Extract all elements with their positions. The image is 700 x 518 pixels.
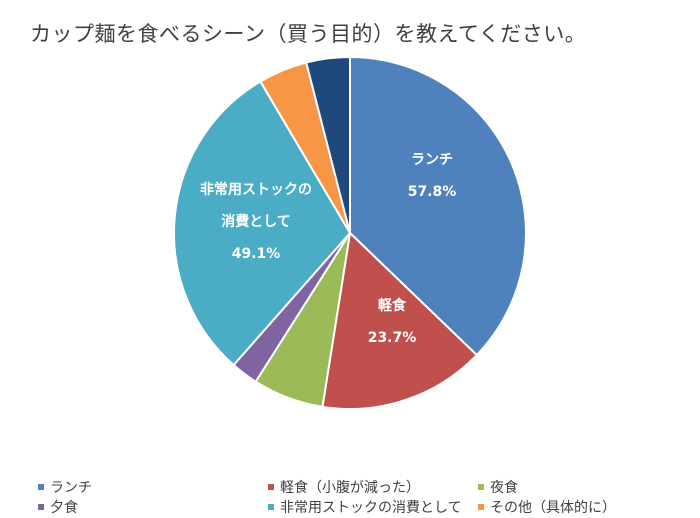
legend-item-lunch: ランチ [38, 478, 268, 496]
legend-item-snack: 軽食（小腹が減った） [268, 478, 478, 496]
pie-slice [349, 55, 527, 357]
chart-title: カップ麺を食べるシーン（買う目的）を教えてください。 [30, 22, 587, 46]
legend-item-other: その他（具体的に） [478, 498, 678, 516]
legend-swatch [268, 484, 274, 490]
legend-swatch [268, 504, 274, 510]
legend-swatch [38, 504, 44, 510]
slice-data-label: 消費として [221, 213, 291, 230]
legend-label: ランチ [50, 480, 92, 496]
legend-item-emergency-stock: 非常用ストックの消費として [268, 498, 478, 516]
slice-data-label: 23.7% [368, 330, 417, 346]
slice-data-label: 49.1% [232, 246, 281, 262]
legend-label: 夜食 [490, 480, 518, 496]
slice-data-label: 軽食 [378, 297, 407, 314]
slice-data-label: 非常用ストックの [200, 181, 312, 198]
pie-chart: ランチ 57.8% 軽食 23.7% 非常用ストックの消費として 49.1% [173, 55, 527, 410]
pie-slice [305, 55, 351, 234]
legend-label: 非常用ストックの消費として [280, 500, 462, 516]
legend-label: 夕食 [50, 500, 78, 516]
slice-data-label: ランチ [411, 152, 453, 168]
legend-swatch [478, 504, 484, 510]
legend-swatch [478, 484, 484, 490]
pie-slice [321, 230, 479, 410]
legend: ランチ 軽食（小腹が減った） 夜食 夕食 非常用ストックの消費として その他（具… [38, 478, 678, 516]
pie-slice [173, 80, 352, 367]
legend-label: 軽食（小腹が減った） [280, 480, 420, 496]
legend-swatch [38, 484, 44, 490]
legend-item-late-night: 夜食 [478, 478, 678, 496]
slice-data-label: 57.8% [408, 184, 457, 200]
legend-label: その他（具体的に） [490, 500, 616, 516]
legend-item-dinner: 夕食 [38, 498, 268, 516]
